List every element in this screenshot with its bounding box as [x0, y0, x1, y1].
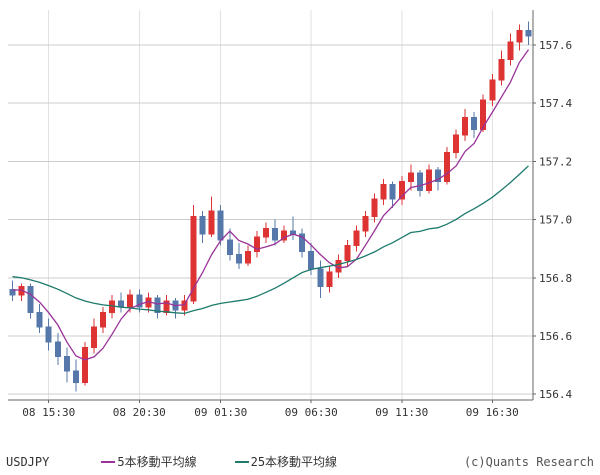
- candle: [253, 231, 260, 258]
- candles-group: [9, 21, 532, 392]
- x-axis-labels: 08 15:30 08 20:30 09 01:30 09 06:30 09 11:30…: [22, 400, 519, 419]
- candle: [326, 266, 333, 293]
- candle: [335, 254, 342, 278]
- ma25-line: [12, 165, 529, 315]
- x-tick-label: 08 15:30: [22, 406, 75, 419]
- candle: [444, 146, 451, 185]
- candle: [235, 242, 242, 270]
- candle: [453, 129, 460, 159]
- candle: [154, 295, 161, 319]
- x-tick-label: 09 06:30: [285, 406, 338, 419]
- candle: [290, 216, 297, 240]
- grid: [8, 10, 533, 400]
- candle: [498, 50, 505, 86]
- legend-item-ma25: 25本移動平均線: [234, 453, 338, 470]
- candle: [516, 24, 523, 51]
- candle: [27, 283, 34, 319]
- candle: [72, 359, 79, 392]
- candle: [81, 341, 88, 386]
- x-tick-label: 08 20:30: [113, 406, 166, 419]
- candle: [262, 222, 269, 243]
- ma25-legend-label: 25本移動平均線: [250, 455, 338, 469]
- candle: [462, 108, 469, 141]
- y-tick-label: 157.4: [539, 97, 572, 110]
- candle: [109, 295, 116, 319]
- candle: [389, 181, 396, 208]
- candle: [398, 175, 405, 205]
- ma5-line-swatch: [101, 460, 116, 463]
- candle: [507, 33, 514, 66]
- candle: [489, 74, 496, 107]
- y-tick-label: 157.6: [539, 39, 572, 52]
- candle: [199, 210, 206, 243]
- candle: [118, 292, 125, 313]
- candle: [416, 170, 423, 197]
- y-axis-labels: 156.4 156.6 156.8 157.0 157.2 157.4 157.6: [533, 39, 572, 401]
- ma5-legend-label: 5本移動平均線: [117, 455, 197, 469]
- candle: [18, 283, 25, 302]
- candle: [208, 196, 215, 238]
- y-tick-label: 157.0: [539, 214, 572, 227]
- ma25-line-swatch: [234, 460, 249, 463]
- y-tick-label: 156.8: [539, 272, 572, 285]
- candle: [45, 318, 52, 351]
- candle: [362, 210, 369, 238]
- candle: [172, 298, 179, 319]
- candle: [90, 318, 97, 354]
- y-tick-label: 157.2: [539, 155, 572, 168]
- candle: [371, 193, 378, 223]
- candle: [353, 225, 360, 252]
- candle: [272, 219, 279, 246]
- credit-label: (c)Quants Research: [463, 454, 594, 469]
- symbol-label: USDJPY: [6, 454, 50, 469]
- candle: [525, 21, 532, 45]
- candle: [281, 225, 288, 243]
- candle: [63, 347, 70, 383]
- candle: [380, 178, 387, 205]
- candle: [100, 306, 107, 334]
- candle: [226, 228, 233, 261]
- ma5-line: [12, 49, 530, 361]
- candle: [54, 333, 61, 366]
- legend-item-ma5: 5本移動平均線: [101, 453, 197, 470]
- candle: [244, 245, 251, 267]
- candle: [471, 111, 478, 139]
- x-tick-label: 09 01:30: [194, 406, 247, 419]
- x-tick-label: 09 16:30: [466, 406, 519, 419]
- candle: [9, 280, 16, 302]
- candle: [425, 164, 432, 194]
- candle: [299, 228, 306, 258]
- candle: [36, 303, 43, 334]
- y-tick-label: 156.6: [539, 330, 572, 343]
- axes: [8, 10, 534, 401]
- chart-footer: USDJPY 5本移動平均線 25本移動平均線 (c)Quants Resear…: [6, 453, 594, 470]
- x-tick-label: 09 11:30: [375, 406, 428, 419]
- y-tick-label: 156.4: [539, 388, 572, 401]
- candle: [317, 260, 324, 299]
- candle: [407, 164, 414, 191]
